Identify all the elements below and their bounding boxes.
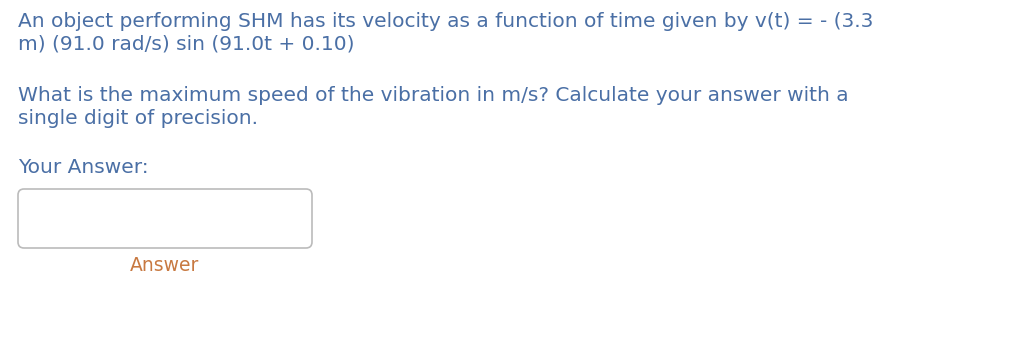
Text: single digit of precision.: single digit of precision. xyxy=(18,109,258,128)
Text: An object performing SHM has its velocity as a function of time given by v(t) = : An object performing SHM has its velocit… xyxy=(18,12,873,31)
Text: Your Answer:: Your Answer: xyxy=(18,158,149,177)
Text: Answer: Answer xyxy=(130,256,200,275)
Text: m) (91.0 rad/s) sin (91.0t + 0.10): m) (91.0 rad/s) sin (91.0t + 0.10) xyxy=(18,35,355,54)
Text: What is the maximum speed of the vibration in m/s? Calculate your answer with a: What is the maximum speed of the vibrati… xyxy=(18,86,849,105)
FancyBboxPatch shape xyxy=(18,189,312,248)
